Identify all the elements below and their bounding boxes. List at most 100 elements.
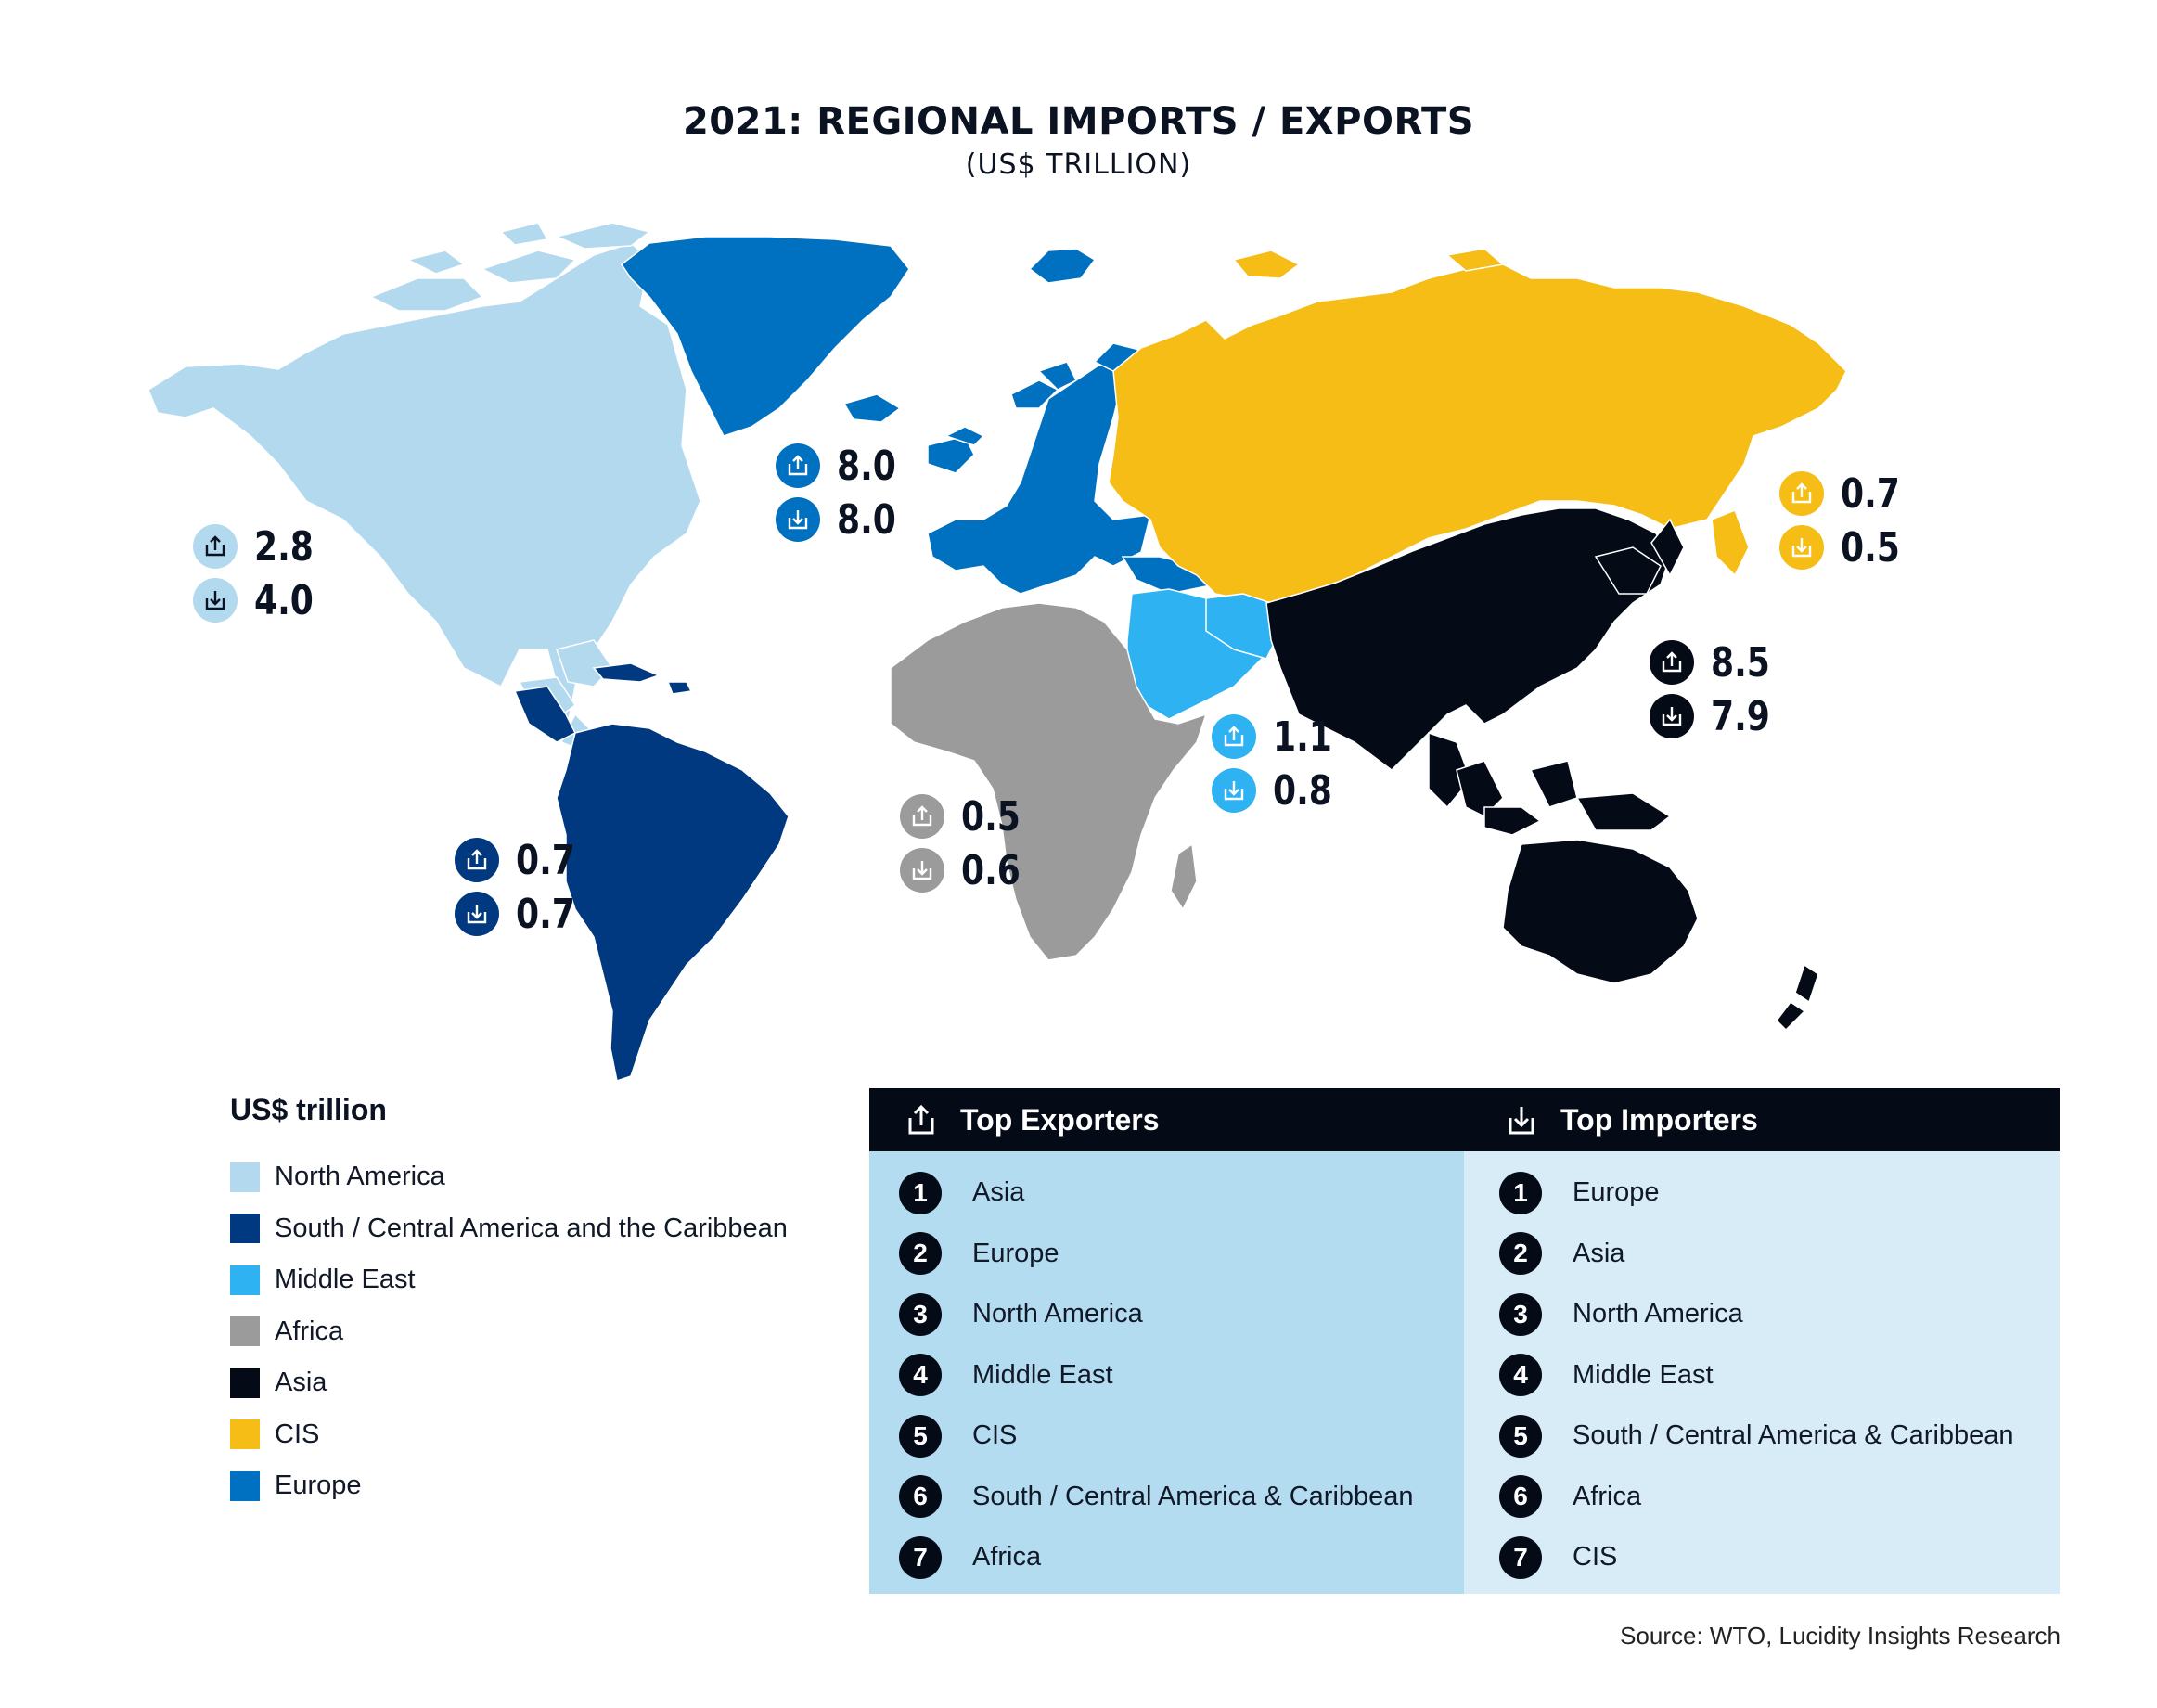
rank-number: 5 — [1499, 1414, 1542, 1458]
export-badge — [900, 794, 944, 839]
import-icon — [467, 905, 487, 924]
rank-label: CIS — [1573, 1542, 1618, 1573]
export-icon — [205, 535, 225, 557]
importers-list: 1 Europe 2 Asia 3 North America 4 Middle East 5 S… — [1464, 1151, 2060, 1594]
import-badge — [455, 892, 499, 936]
rank-label: Europe — [1573, 1177, 1660, 1208]
import-value: 8.0 — [837, 495, 896, 544]
import-value: 0.8 — [1273, 766, 1332, 815]
rank-row: 1 Europe — [1464, 1162, 2060, 1224]
export-value: 0.7 — [1841, 469, 1900, 518]
rank-number: 7 — [1499, 1535, 1542, 1579]
rank-number: 1 — [899, 1171, 942, 1214]
rank-row: 7 Africa — [869, 1527, 1464, 1588]
import-value: 0.7 — [516, 890, 575, 938]
export-badge — [1650, 640, 1694, 685]
import-badge — [776, 497, 820, 542]
rank-number: 3 — [1499, 1292, 1542, 1336]
export-value: 1.1 — [1273, 713, 1332, 761]
rank-row: 3 North America — [869, 1284, 1464, 1345]
legend-label: North America — [275, 1162, 445, 1192]
export-badge — [776, 443, 820, 488]
import-value: 4.0 — [254, 576, 314, 624]
export-stat: 0.5 — [900, 790, 1034, 843]
world-map — [148, 222, 1847, 1082]
export-stat: 8.5 — [1650, 636, 1783, 689]
import-value: 0.5 — [1841, 523, 1900, 571]
export-stat: 0.7 — [1779, 467, 1913, 520]
import-icon — [1224, 781, 1244, 801]
export-icon — [788, 455, 808, 476]
exporters-list: 1 Asia 2 Europe 3 North America 4 Middle East 5 C… — [869, 1151, 1464, 1594]
rankings-panel: Top Exporters Top Importers 1 Asia 2 Europe… — [869, 1088, 2060, 1594]
rank-label: Europe — [972, 1238, 1059, 1268]
export-badge — [455, 838, 499, 882]
stat-europe: 8.0 8.0 — [776, 439, 909, 546]
legend-label: Asia — [275, 1368, 327, 1398]
rank-number: 2 — [899, 1232, 942, 1276]
rank-row: 2 Europe — [869, 1224, 1464, 1285]
export-icon — [1662, 651, 1682, 673]
import-badge — [1650, 694, 1694, 738]
legend-item: Middle East — [230, 1254, 788, 1306]
rank-label: Asia — [1573, 1238, 1625, 1268]
rank-number: 6 — [899, 1475, 942, 1519]
rank-row: 3 North America — [1464, 1284, 2060, 1345]
rank-number: 4 — [899, 1354, 942, 1397]
stat-africa: 0.5 0.6 — [900, 790, 1034, 897]
rank-row: 6 Africa — [1464, 1467, 2060, 1528]
rank-label: South / Central America & Caribbean — [1573, 1420, 2014, 1451]
region-africa — [890, 602, 1208, 961]
exporters-header: Top Exporters — [869, 1088, 1464, 1151]
importers-header: Top Importers — [1464, 1088, 2059, 1151]
map-subtitle: (US$ TRILLION) — [965, 148, 1192, 181]
legend-label: South / Central America and the Caribbea… — [275, 1213, 788, 1243]
importers-title: Top Importers — [1560, 1102, 1758, 1137]
import-stat: 0.7 — [455, 887, 588, 941]
rank-label: Middle East — [1573, 1359, 1714, 1390]
legend-swatch — [230, 1214, 260, 1244]
region-middle-east — [1126, 588, 1277, 720]
legend-label: Europe — [275, 1470, 362, 1501]
rank-row: 2 Asia — [1464, 1224, 2060, 1285]
import-stat: 8.0 — [776, 493, 909, 546]
rank-number: 1 — [1499, 1171, 1542, 1214]
rank-label: North America — [1573, 1299, 1743, 1329]
export-badge — [193, 524, 238, 569]
import-stat: 7.9 — [1650, 689, 1783, 743]
import-icon — [788, 510, 808, 530]
import-badge — [193, 578, 238, 623]
export-value: 8.5 — [1711, 638, 1770, 687]
rank-row: 4 Middle East — [1464, 1345, 2060, 1406]
import-icon — [912, 861, 932, 880]
legend-item: North America — [230, 1151, 788, 1203]
legend-label: CIS — [275, 1419, 320, 1449]
rank-label: Asia — [972, 1177, 1025, 1208]
legend-label: Middle East — [275, 1265, 416, 1295]
import-value: 7.9 — [1711, 692, 1770, 740]
stat-middle-east: 1.1 0.8 — [1212, 710, 1345, 817]
import-value: 0.6 — [961, 846, 1021, 894]
export-icon — [467, 849, 487, 870]
import-stat: 0.5 — [1779, 520, 1913, 574]
rank-row: 6 South / Central America & Caribbean — [869, 1467, 1464, 1528]
rank-row: 5 South / Central America & Caribbean — [1464, 1406, 2060, 1467]
import-stat: 0.6 — [900, 843, 1034, 897]
region-asia — [1265, 507, 1819, 1032]
export-icon — [1224, 726, 1244, 747]
legend-item: Asia — [230, 1357, 788, 1409]
source-note: Source: WTO, Lucidity Insights Research — [1620, 1622, 2061, 1650]
import-badge — [900, 848, 944, 893]
import-icon — [1509, 1107, 1534, 1135]
legend-swatch — [230, 1470, 260, 1501]
stat-north-america: 2.8 4.0 — [193, 520, 327, 627]
legend-swatch — [230, 1368, 260, 1398]
legend-label: Africa — [275, 1316, 344, 1346]
import-icon — [1662, 707, 1682, 726]
map-title: 2021: REGIONAL IMPORTS / EXPORTS — [682, 100, 1475, 143]
rank-label: Middle East — [972, 1359, 1113, 1390]
stat-cis: 0.7 0.5 — [1779, 467, 1913, 574]
region-europe — [620, 236, 1217, 595]
rank-label: South / Central America & Caribbean — [972, 1481, 1414, 1511]
export-icon — [1791, 482, 1812, 504]
